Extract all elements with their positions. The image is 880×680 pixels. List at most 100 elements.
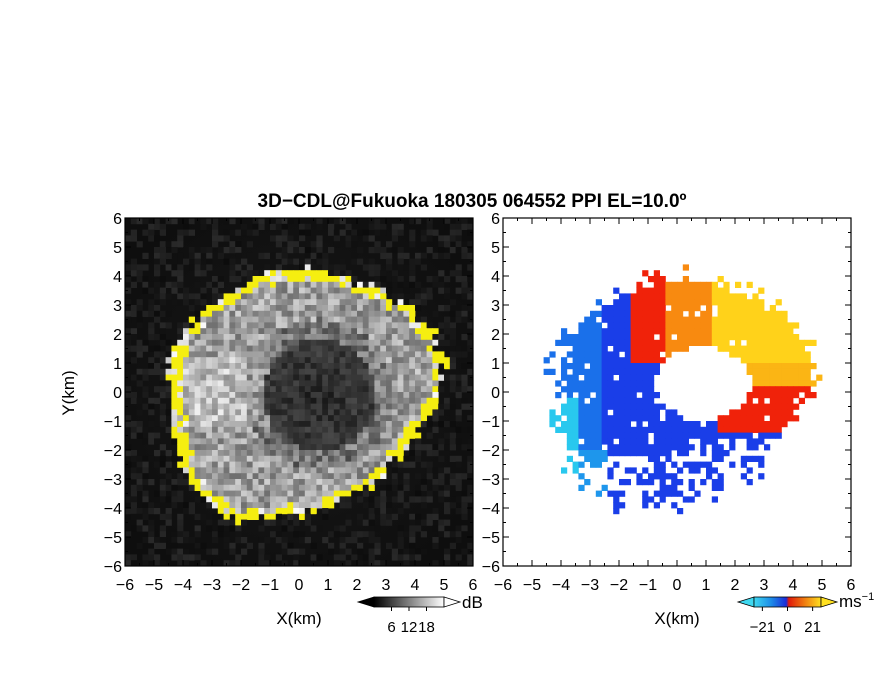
velocity-cell [723, 345, 730, 352]
snr-edge-cell [415, 432, 422, 439]
snr-cell [409, 368, 416, 375]
snr-cell [357, 316, 364, 323]
snr-noise-cell [415, 258, 422, 265]
snr-noise-cell [148, 328, 155, 335]
snr-cell [235, 368, 242, 375]
snr-noise-cell [357, 247, 364, 254]
snr-noise-cell [449, 403, 456, 410]
snr-cell [415, 339, 422, 346]
snr-cell [281, 397, 288, 404]
snr-cell [183, 426, 190, 433]
snr-cell [316, 426, 323, 433]
snr-noise-cell [130, 258, 137, 265]
velocity-cell [769, 409, 776, 416]
snr-edge-cell [252, 281, 259, 288]
snr-noise-cell [142, 426, 149, 433]
snr-cell [357, 415, 364, 422]
velocity-cell [706, 299, 713, 306]
snr-cell [432, 339, 439, 346]
snr-cell [217, 473, 224, 480]
velocity-cell [677, 490, 684, 497]
snr-noise-cell [125, 392, 132, 399]
velocity-cell [729, 334, 736, 341]
snr-noise-cell [455, 531, 462, 538]
snr-noise-cell [142, 339, 149, 346]
velocity-cell [717, 293, 724, 300]
snr-cell [275, 397, 282, 404]
snr-cell [333, 287, 340, 294]
snr-cell [351, 397, 358, 404]
velocity-cell [624, 293, 631, 300]
snr-colorbar-left-arrow [356, 596, 375, 608]
snr-cell [229, 357, 236, 364]
snr-cell [345, 426, 352, 433]
velocity-cell [543, 357, 550, 364]
snr-noise-cell [217, 235, 224, 242]
snr-noise-cell [461, 241, 468, 248]
velocity-cell [607, 490, 614, 497]
velocity-cell [787, 322, 794, 329]
snr-cell [217, 299, 224, 306]
snr-noise-cell [397, 229, 404, 236]
velocity-cell [566, 403, 573, 410]
velocity-cell [746, 310, 753, 317]
velocity-cell [700, 450, 707, 457]
snr-cell [287, 397, 294, 404]
snr-cell [328, 305, 335, 312]
snr-noise-cell [159, 218, 166, 225]
snr-colorbar-tick-label: 6 [387, 619, 395, 636]
snr-cell [304, 450, 311, 457]
snr-noise-cell [432, 229, 439, 236]
snr-noise-cell [299, 548, 306, 555]
snr-cell [270, 438, 277, 445]
velocity-cell [578, 322, 585, 329]
snr-cell [386, 310, 393, 317]
velocity-cell [648, 287, 655, 294]
velocity-cell [775, 316, 782, 323]
snr-cell [281, 473, 288, 480]
snr-cell [333, 484, 340, 491]
snr-noise-cell [154, 508, 161, 515]
snr-noise-cell [148, 357, 155, 364]
snr-noise-cell [438, 467, 445, 474]
velocity-cell [682, 444, 689, 451]
snr-noise-cell [130, 270, 137, 277]
snr-cell [380, 386, 387, 393]
velocity-cell [595, 461, 602, 468]
velocity-cell [758, 322, 765, 329]
snr-cell [200, 444, 207, 451]
snr-cell [293, 368, 300, 375]
velocity-cell [752, 316, 759, 323]
velocity-cell [624, 421, 631, 428]
snr-cell [322, 363, 329, 370]
velocity-cell [549, 351, 556, 358]
snr-cell [304, 490, 311, 497]
velocity-cell [711, 316, 718, 323]
snr-noise-cell [455, 374, 462, 381]
snr-edge-cell [183, 415, 190, 422]
velocity-cell [601, 316, 608, 323]
snr-noise-cell [125, 235, 132, 242]
snr-noise-cell [159, 392, 166, 399]
velocity-cell [769, 374, 776, 381]
velocity-cell [752, 293, 759, 300]
snr-cell [229, 339, 236, 346]
snr-cell [339, 386, 346, 393]
snr-cell [223, 305, 230, 312]
snr-cell [403, 334, 410, 341]
snr-noise-cell [374, 537, 381, 544]
velocity-cell [769, 305, 776, 312]
snr-cell [270, 479, 277, 486]
snr-noise-cell [154, 310, 161, 317]
snr-cell [275, 328, 282, 335]
velocity-cell [810, 339, 817, 346]
snr-noise-cell [206, 525, 213, 532]
snr-cell [212, 467, 219, 474]
snr-noise-cell [403, 531, 410, 538]
velocity-cell [758, 345, 765, 352]
velocity-cell [659, 322, 666, 329]
snr-cell [403, 386, 410, 393]
velocity-cell [619, 386, 626, 393]
snr-noise-cell [200, 293, 207, 300]
